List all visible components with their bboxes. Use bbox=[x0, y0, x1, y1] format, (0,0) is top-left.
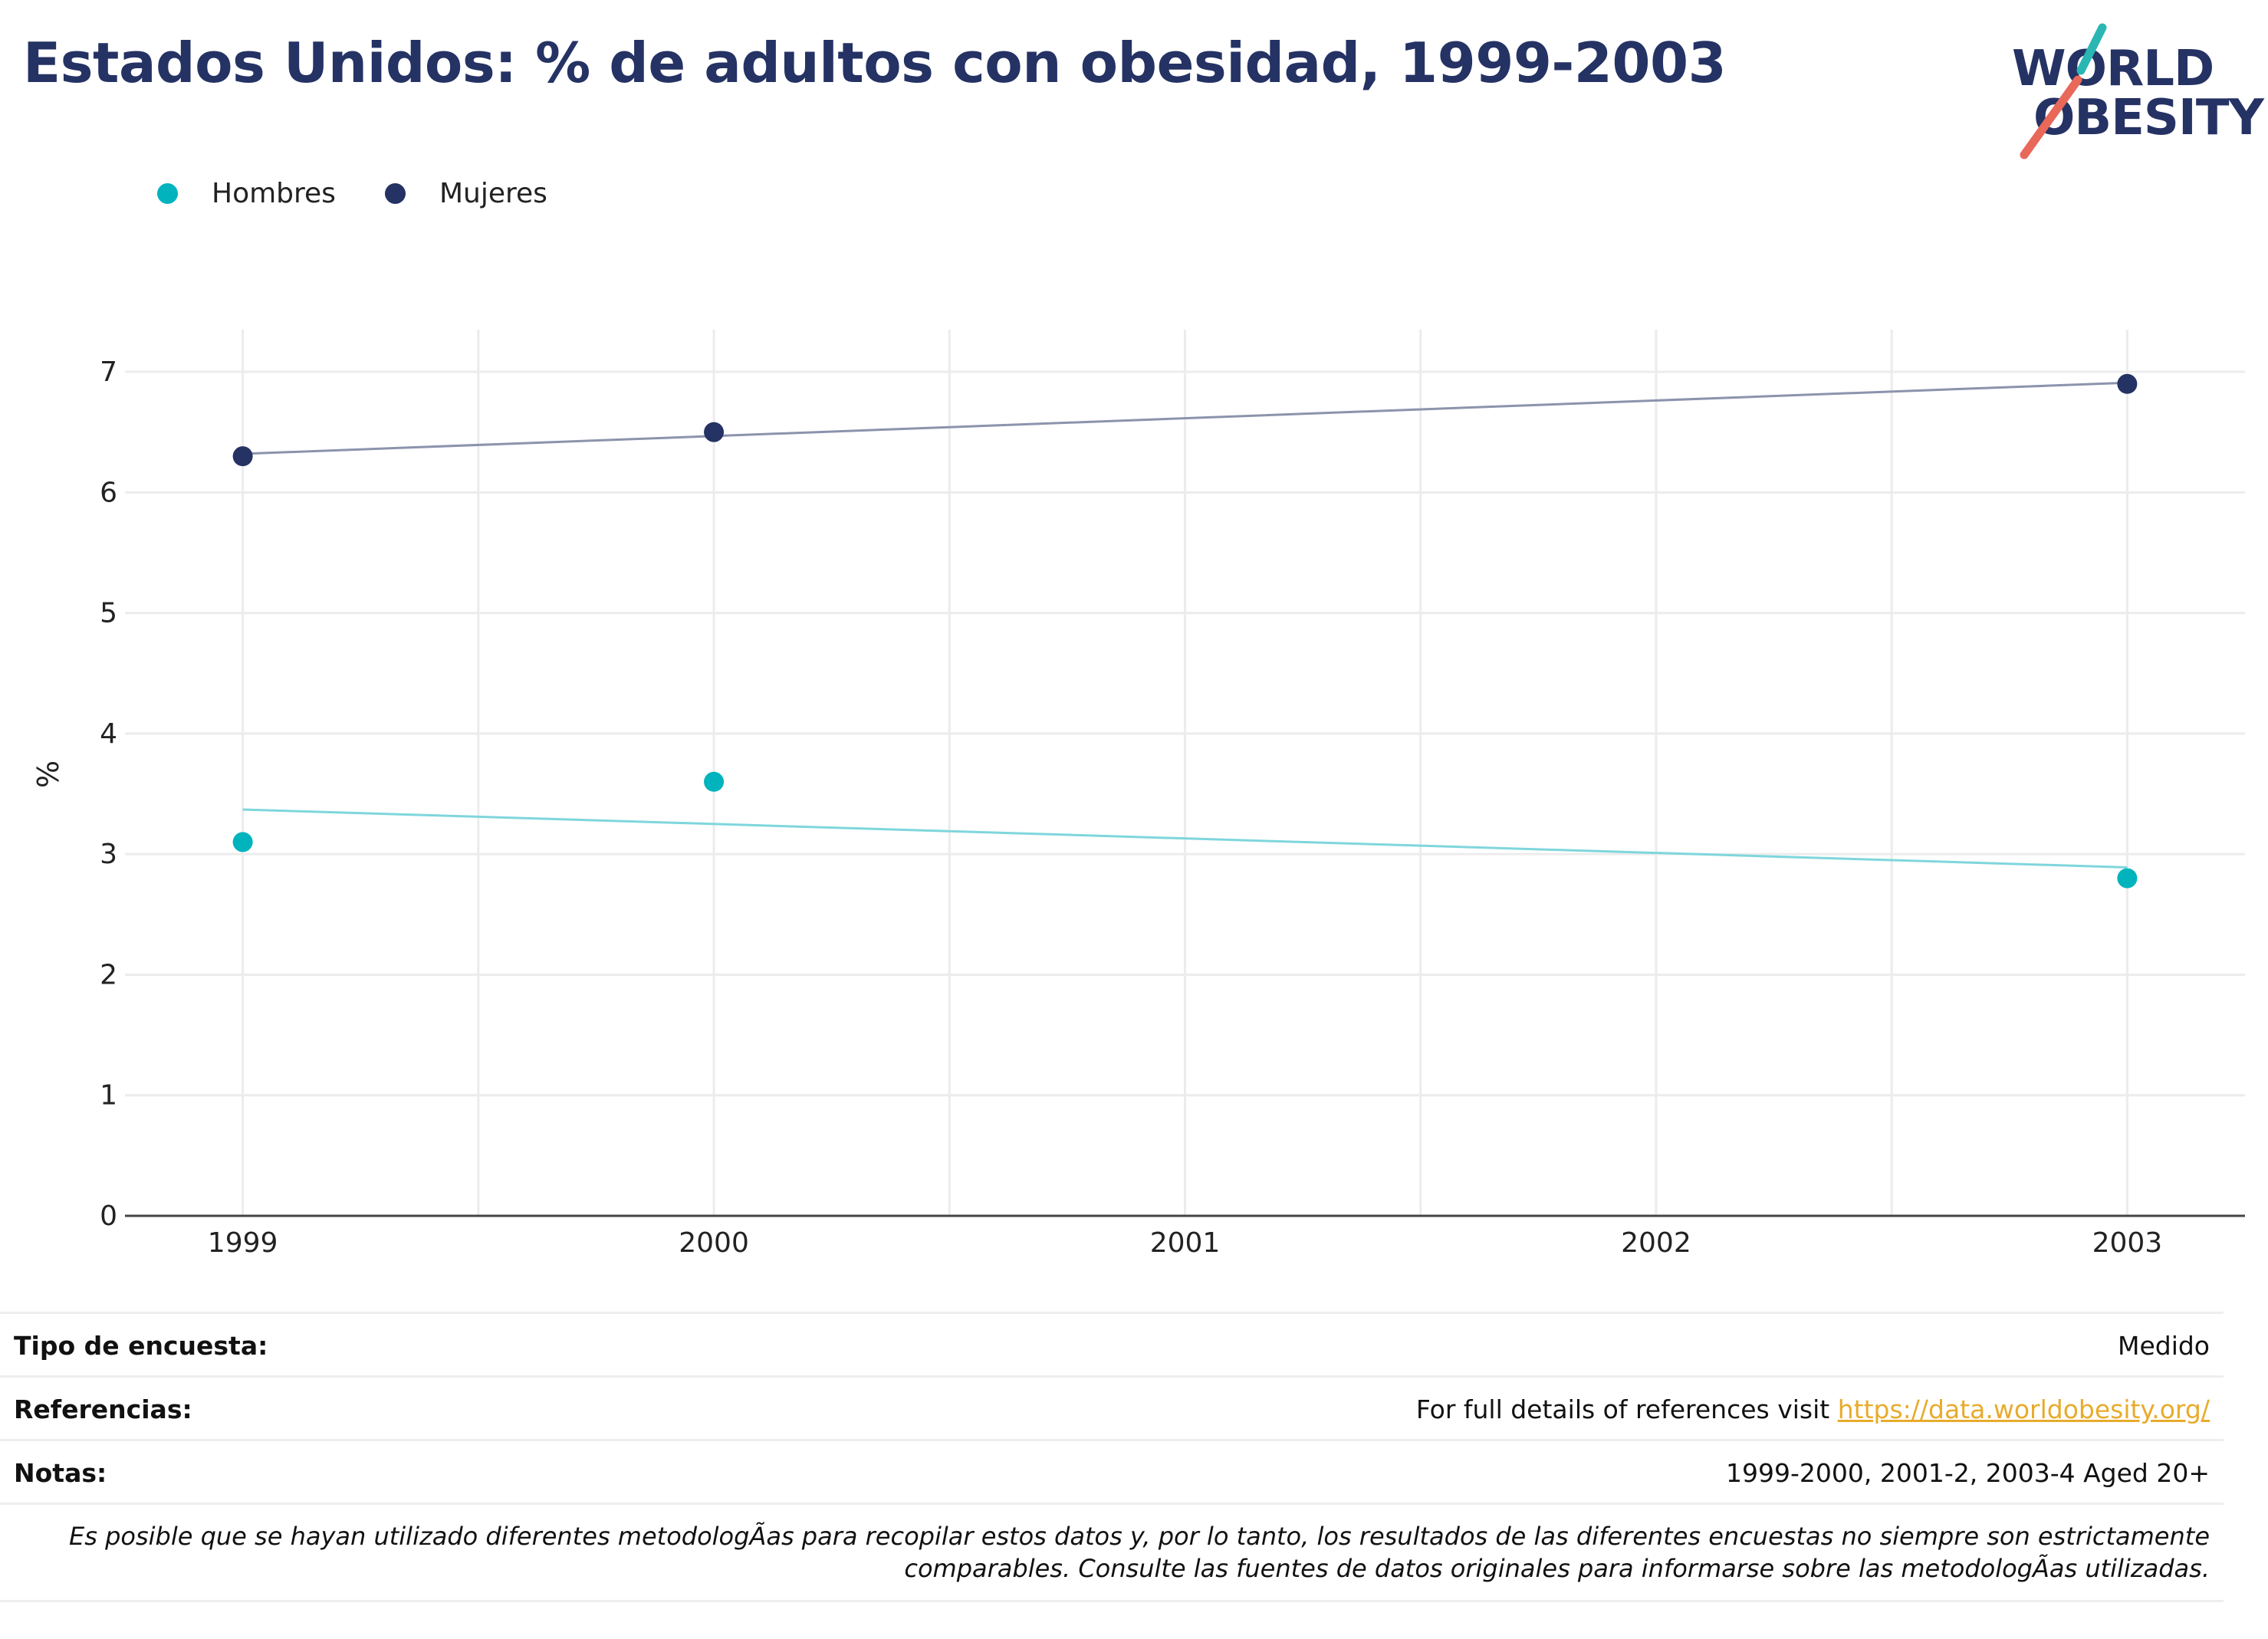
y-tick-label: 7 bbox=[100, 356, 117, 388]
references-link[interactable]: https://data.worldobesity.org/ bbox=[1837, 1394, 2210, 1424]
legend-item-mujeres[interactable]: Mujeres bbox=[384, 177, 547, 209]
x-tick-label: 2003 bbox=[2092, 1227, 2163, 1259]
notes-label: Notas: bbox=[14, 1458, 107, 1488]
logo-line2: OBESITY bbox=[2033, 90, 2264, 146]
methodology-disclaimer: Es posible que se hayan utilizado difere… bbox=[69, 1522, 2210, 1583]
legend-item-hombres[interactable]: Hombres bbox=[157, 178, 336, 209]
page-title: Estados Unidos: % de adultos con obesida… bbox=[23, 31, 1727, 95]
y-tick-label: 1 bbox=[100, 1080, 117, 1112]
y-tick-label: 6 bbox=[100, 477, 117, 508]
y-tick-label: 3 bbox=[100, 839, 117, 870]
data-point-mujeres[interactable] bbox=[232, 446, 253, 467]
y-tick-label: 5 bbox=[100, 598, 117, 629]
y-tick-label: 0 bbox=[100, 1201, 117, 1232]
chart-plot: 0 1 2 3 4 5 6 7 1999 2000 2001 2002 2003% bbox=[31, 330, 2245, 1259]
x-tick-label: 2002 bbox=[1621, 1227, 1691, 1259]
data-point-mujeres[interactable] bbox=[704, 422, 725, 442]
x-tick-label: 2001 bbox=[1150, 1227, 1221, 1259]
references-text: For full details of references visit bbox=[1415, 1394, 1838, 1424]
survey-type-label: Tipo de encuesta: bbox=[14, 1331, 268, 1361]
survey-type-value: Medido bbox=[2117, 1331, 2210, 1361]
y-tick-label: 2 bbox=[100, 959, 117, 990]
legend-label-hombres: Hombres bbox=[212, 177, 336, 209]
data-point-hombres[interactable] bbox=[2117, 868, 2138, 888]
x-tick-label: 2000 bbox=[679, 1227, 749, 1259]
legend-marker-mujeres bbox=[384, 182, 406, 204]
trendline-mujeres bbox=[242, 381, 2128, 455]
data-point-hombres[interactable] bbox=[704, 771, 725, 792]
legend-marker-hombres bbox=[157, 182, 178, 204]
references-value: For full details of references visit htt… bbox=[1416, 1394, 2210, 1424]
logo-line1: WORLD bbox=[2012, 41, 2214, 97]
notes-row: Notas: 1999-2000, 2001-2, 2003-4 Aged 20… bbox=[0, 1439, 2224, 1503]
notes-value: 1999-2000, 2001-2, 2003-4 Aged 20+ bbox=[1726, 1458, 2210, 1488]
disclaimer-row: Es posible que se hayan utilizado difere… bbox=[0, 1503, 2224, 1602]
legend-label-mujeres: Mujeres bbox=[439, 177, 547, 209]
data-point-mujeres[interactable] bbox=[2117, 373, 2138, 394]
references-row: Referencias: For full details of referen… bbox=[0, 1375, 2224, 1439]
world-obesity-logo: WORLD OBESITY bbox=[2001, 23, 2264, 161]
logo-slash-icon bbox=[2020, 23, 2107, 159]
y-tick-label: 4 bbox=[100, 718, 117, 750]
y-axis-label: % bbox=[31, 760, 65, 788]
x-tick-label: 1999 bbox=[208, 1227, 278, 1259]
references-label: Referencias: bbox=[14, 1394, 192, 1424]
chart-legend: Hombres Mujeres bbox=[157, 170, 597, 216]
data-point-hombres[interactable] bbox=[232, 832, 253, 852]
survey-type-row: Tipo de encuesta: Medido bbox=[0, 1312, 2224, 1375]
trendline-hombres bbox=[242, 808, 2128, 869]
